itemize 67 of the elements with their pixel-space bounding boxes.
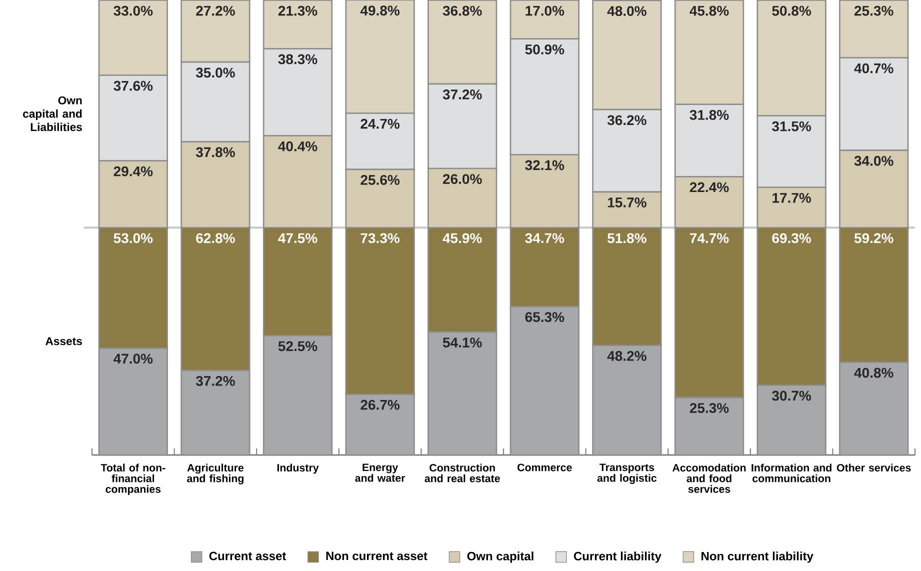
data-label: 51.8% xyxy=(608,233,646,244)
data-label: 48.0% xyxy=(607,6,646,16)
data-label: 21.3% xyxy=(278,6,318,16)
data-label: 65.3% xyxy=(525,312,564,322)
data-label: 32.1% xyxy=(525,160,564,170)
x-tick-label: Total of non-financial companies xyxy=(100,464,166,495)
x-tick-label: Construction and real estate xyxy=(424,464,500,482)
legend-label: Current liability xyxy=(574,552,662,563)
data-label: 26.0% xyxy=(442,174,482,184)
x-tick-label: Agriculture and fishing xyxy=(187,464,244,484)
data-label: 22.4% xyxy=(690,182,729,192)
legend-label: Non current asset xyxy=(326,552,428,560)
legend-label: Non current liability xyxy=(702,552,814,563)
x-tick-label: Transports and logistic xyxy=(597,464,657,484)
data-label: 53.0% xyxy=(114,233,153,244)
data-label: 45.9% xyxy=(442,233,482,244)
data-label: 24.7% xyxy=(360,118,400,129)
data-label: 33.0% xyxy=(114,6,153,16)
data-label: 74.7% xyxy=(690,233,729,244)
legend-label: Current asset xyxy=(209,552,286,560)
data-label: 37.8% xyxy=(196,147,235,158)
data-label: 34.7% xyxy=(525,233,564,244)
data-label: 45.8% xyxy=(690,6,729,16)
data-label: 17.7% xyxy=(772,192,812,203)
data-label: 15.7% xyxy=(608,198,646,208)
x-tick-label: Industry xyxy=(277,464,319,474)
data-label: 50.8% xyxy=(772,6,812,16)
data-label: 36.2% xyxy=(607,115,646,126)
legend-label: Own capital xyxy=(467,552,534,563)
data-label: 54.1% xyxy=(442,338,482,348)
data-label: 47.0% xyxy=(114,354,153,364)
data-label: 73.3% xyxy=(360,233,400,244)
data-label: 25.6% xyxy=(360,175,400,185)
data-label: 49.8% xyxy=(360,6,400,16)
data-label: 52.5% xyxy=(278,341,318,352)
data-label: 40.7% xyxy=(854,63,894,74)
data-label: 40.8% xyxy=(854,368,894,378)
data-label: 59.2% xyxy=(854,233,894,244)
x-tick-label: Energy and water xyxy=(355,464,406,482)
data-label: 34.0% xyxy=(854,156,894,166)
data-label: 31.5% xyxy=(772,121,812,132)
data-label: 62.8% xyxy=(196,233,235,244)
data-label: 48.2% xyxy=(607,351,646,361)
data-label: 36.8% xyxy=(442,6,482,16)
x-tick-label: Other services xyxy=(836,464,911,472)
data-label: 40.4% xyxy=(278,141,318,152)
data-label: 50.9% xyxy=(525,44,564,54)
x-tick-label: Accomodation and food services xyxy=(672,464,746,493)
data-label: 37.2% xyxy=(442,90,482,100)
data-label: 31.8% xyxy=(690,110,729,120)
data-label: 37.6% xyxy=(114,80,153,91)
data-label: 37.2% xyxy=(196,376,235,386)
x-tick-label: Information and communication xyxy=(752,464,832,482)
data-label: 69.3% xyxy=(772,233,812,244)
data-label: 26.7% xyxy=(360,400,400,410)
data-label: 29.4% xyxy=(114,166,153,176)
data-label: 47.5% xyxy=(278,233,318,244)
data-label: 38.3% xyxy=(278,54,318,64)
data-label: 27.2% xyxy=(196,6,235,16)
data-label: 25.3% xyxy=(690,403,729,413)
text: Own capital and Liabilities xyxy=(23,96,82,132)
data-label: 17.0% xyxy=(526,6,564,16)
x-tick-label: Commerce xyxy=(518,464,572,472)
data-label: 30.7% xyxy=(772,390,812,401)
data-label: 25.3% xyxy=(854,6,894,16)
data-label: 35.0% xyxy=(196,68,235,78)
text: Assets xyxy=(46,337,82,346)
